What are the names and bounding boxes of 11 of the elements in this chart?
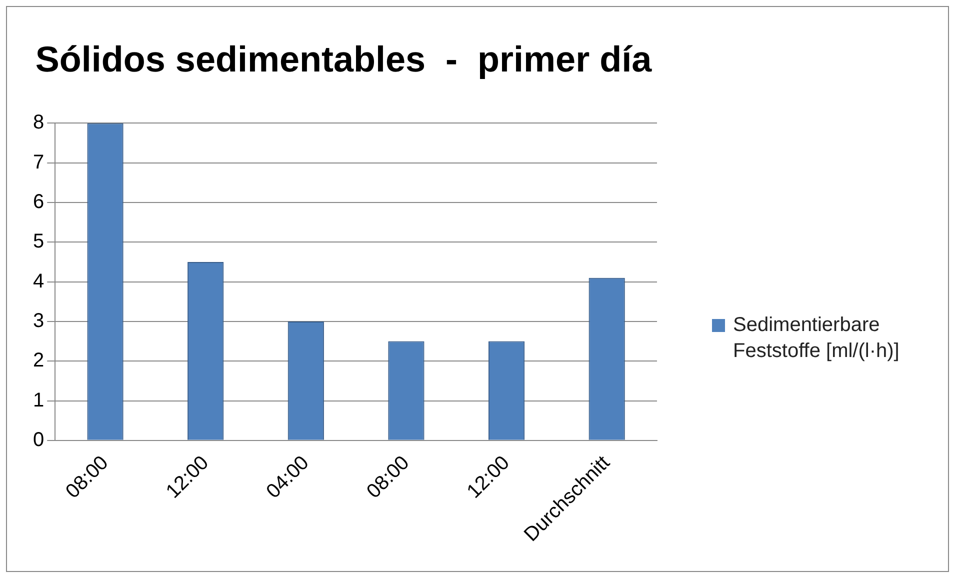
y-tick-label: 4	[33, 270, 44, 292]
y-tick-label: 5	[33, 230, 44, 253]
legend-label: Sedimentierbare Feststoffe [ml/(l·h)]	[733, 313, 900, 364]
y-tick-label: 6	[33, 191, 44, 214]
chart-title: Sólidos sedimentables - primer día	[35, 38, 653, 80]
y-tick-label: 8	[33, 112, 44, 134]
y-tick-label: 3	[33, 310, 44, 332]
y-tick-label: 7	[33, 151, 44, 174]
y-tick-label: 1	[33, 389, 44, 412]
y-tick-label: 2	[33, 350, 44, 372]
y-tick-label: 0	[33, 428, 44, 451]
